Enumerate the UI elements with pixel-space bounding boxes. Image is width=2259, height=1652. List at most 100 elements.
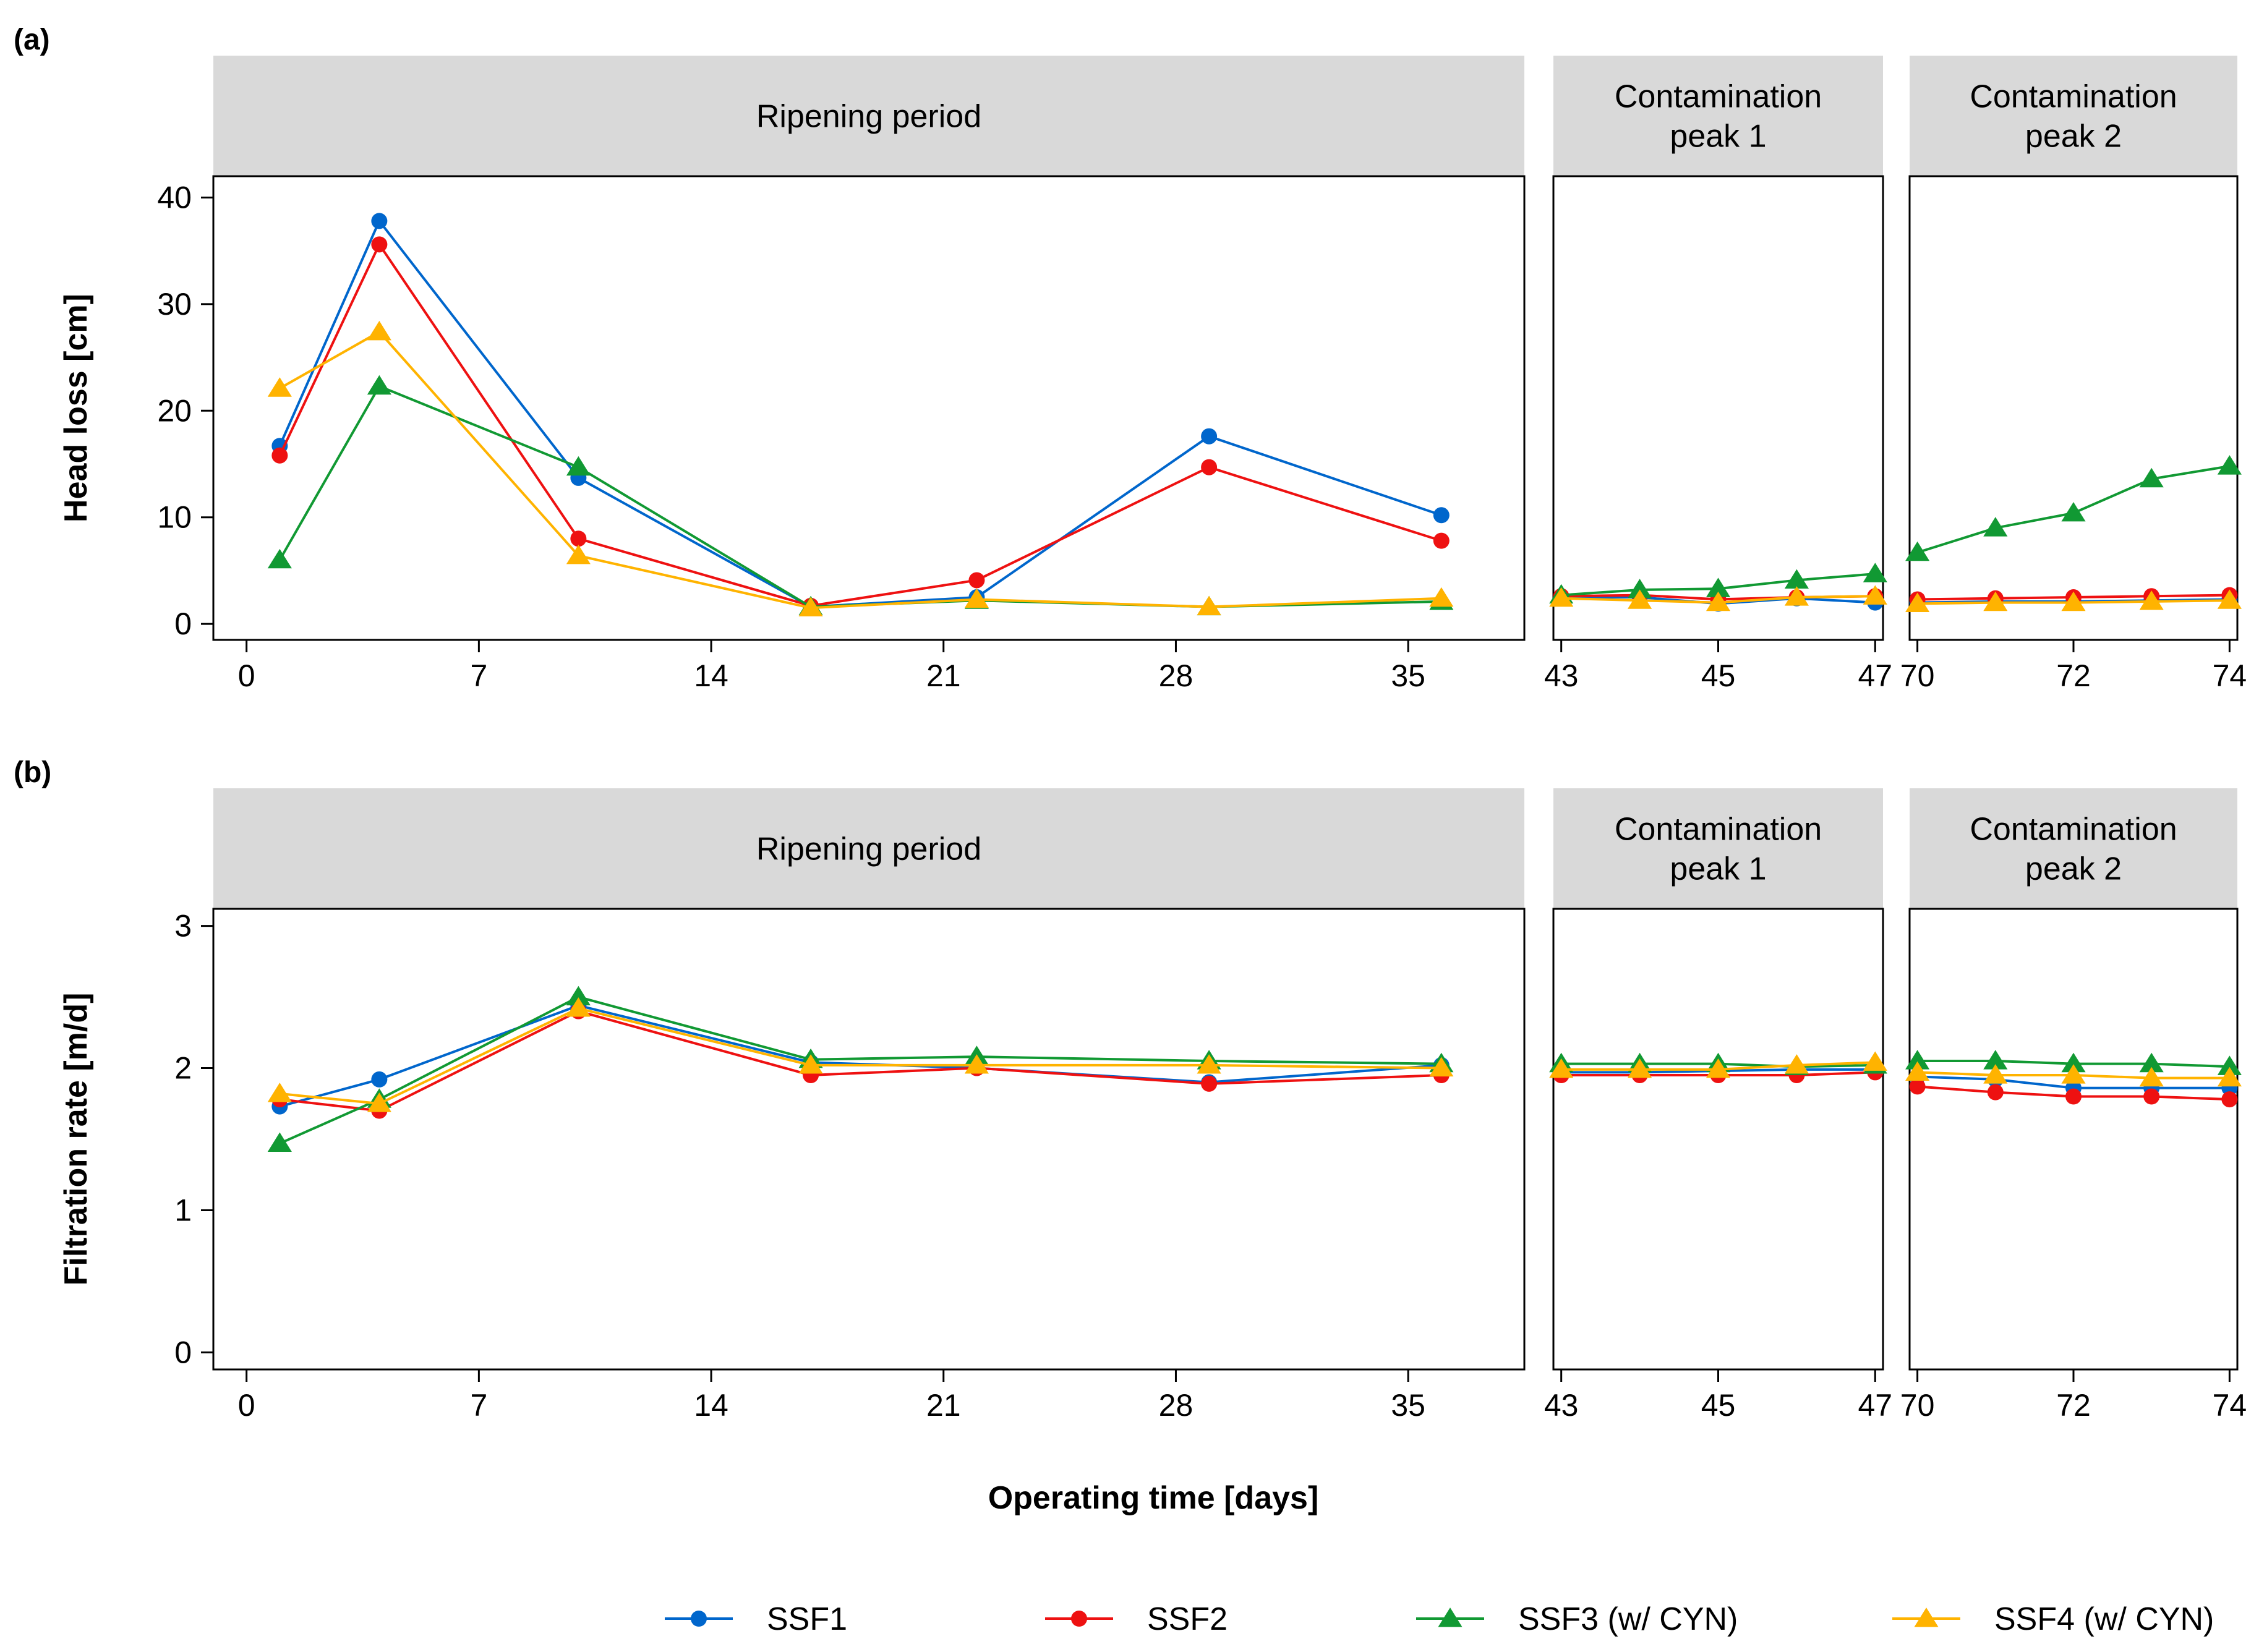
facet-strip-label: peak 2 <box>2025 851 2122 887</box>
series-ssf3-w-cyn <box>267 375 1454 616</box>
data-point <box>1983 517 2008 537</box>
data-point <box>2217 1067 2242 1087</box>
facet-strip <box>213 788 1524 909</box>
facet-1: Ripening period 0 7 14 21 28 35 <box>212 56 1526 693</box>
plot-frame <box>1552 175 1884 641</box>
x-tick-label: 45 <box>1701 658 1736 693</box>
data-point <box>2065 1088 2082 1105</box>
x-tick-label: 0 <box>238 658 255 693</box>
data-point <box>1987 1084 2004 1101</box>
legend-label: SSF3 (w/ CYN) <box>1518 1601 1738 1637</box>
x-tick-label: 74 <box>2213 1388 2247 1423</box>
y-tick-label: 20 <box>157 393 192 428</box>
data-point <box>2217 1055 2242 1075</box>
data-point <box>271 447 288 464</box>
facet-strip-label: peak 1 <box>1670 851 1766 887</box>
x-tick-label: 14 <box>694 1388 728 1423</box>
legend-label: SSF4 (w/ CYN) <box>1994 1601 2214 1637</box>
data-point <box>1863 585 1887 605</box>
data-point <box>367 375 391 395</box>
data-point <box>1983 1064 2008 1084</box>
data-point <box>968 572 985 589</box>
plot-frame <box>1908 908 2239 1371</box>
data-point <box>1784 569 1809 589</box>
data-point <box>566 456 591 476</box>
facet-strip-label: Ripening period <box>756 99 981 135</box>
facet-1: Ripening period 0 7 14 21 28 35 <box>212 788 1526 1423</box>
x-tick-label: 74 <box>2213 658 2247 693</box>
data-point <box>1433 532 1450 549</box>
series-line <box>278 242 1442 607</box>
data-point <box>267 1132 292 1152</box>
y-axis-title: Filtration rate [m/d] <box>58 993 94 1286</box>
data-point <box>1706 577 1731 597</box>
y-tick-label: 2 <box>174 1051 192 1086</box>
facet-strip <box>1910 788 2237 909</box>
series-ssf2 <box>271 236 1450 614</box>
series-line <box>279 1004 1441 1108</box>
x-tick-label: 21 <box>926 1388 961 1423</box>
x-tick-label: 7 <box>470 658 487 693</box>
data-point <box>1863 563 1887 582</box>
legend: SSF1 SSF2 SSF3 (w/ CYN) SSF4 (w/ CYN) <box>665 1601 2214 1637</box>
x-tick-label: 47 <box>1858 1388 1892 1423</box>
data-point <box>798 597 823 616</box>
data-point <box>1784 1054 1809 1074</box>
data-point <box>566 997 591 1017</box>
data-point <box>1905 1050 1930 1070</box>
series-ssf4-w-cyn <box>1905 589 2242 612</box>
facet-strip-label: Contamination <box>1970 812 2177 848</box>
legend-entry: SSF3 (w/ CYN) <box>1416 1601 1738 1637</box>
legend-marker <box>691 1611 707 1627</box>
data-point <box>2221 1091 2238 1108</box>
data-point <box>1983 591 2008 611</box>
legend-marker <box>1071 1611 1087 1627</box>
facet-strip-label: Contamination <box>1615 79 1822 115</box>
data-point <box>1863 1051 1887 1071</box>
data-point <box>1197 1054 1221 1074</box>
facet-strip <box>213 56 1524 176</box>
data-point <box>1905 541 1930 561</box>
data-point <box>367 1092 391 1112</box>
x-tick-label: 43 <box>1544 1388 1579 1423</box>
data-point <box>1628 579 1652 598</box>
x-tick-label: 14 <box>694 658 728 693</box>
data-point <box>2217 455 2242 475</box>
y-tick-label: 1 <box>174 1193 192 1227</box>
y-tick-label: 3 <box>174 909 192 943</box>
facet-strip-label: Contamination <box>1615 812 1822 848</box>
data-point <box>964 588 989 608</box>
x-tick-label: 35 <box>1391 658 1425 693</box>
series-ssf4-w-cyn <box>1549 585 1887 611</box>
data-point <box>2139 1052 2164 1073</box>
data-point <box>2139 467 2164 488</box>
series-line <box>278 218 1442 608</box>
data-point <box>1201 459 1218 475</box>
data-point <box>2143 1088 2160 1105</box>
data-point <box>2139 590 2164 610</box>
data-point <box>2061 1064 2086 1084</box>
series-ssf4-w-cyn <box>267 997 1454 1112</box>
legend-entry: SSF2 <box>1045 1601 1228 1637</box>
legend-entry: SSF1 <box>665 1601 847 1637</box>
data-point <box>1197 595 1221 616</box>
panel-tag: (b) <box>14 756 51 789</box>
legend-label: SSF2 <box>1147 1601 1228 1637</box>
legend-label: SSF1 <box>767 1601 847 1637</box>
data-point <box>1628 1058 1652 1078</box>
data-point <box>1429 587 1454 607</box>
series-ssf3-w-cyn <box>1905 455 2242 561</box>
plot-frame <box>1552 908 1884 1371</box>
series-ssf2 <box>1909 1078 2238 1108</box>
data-point <box>2061 501 2086 522</box>
data-point <box>566 986 591 1006</box>
x-tick-label: 72 <box>2056 658 2091 693</box>
data-point <box>267 377 292 397</box>
x-tick-label: 7 <box>470 1388 487 1423</box>
series-ssf4-w-cyn <box>1905 1061 2242 1087</box>
facet-strip <box>1910 56 2237 176</box>
plot-frame <box>212 175 1526 641</box>
data-point <box>267 1083 292 1102</box>
facet-strip <box>1553 788 1883 909</box>
